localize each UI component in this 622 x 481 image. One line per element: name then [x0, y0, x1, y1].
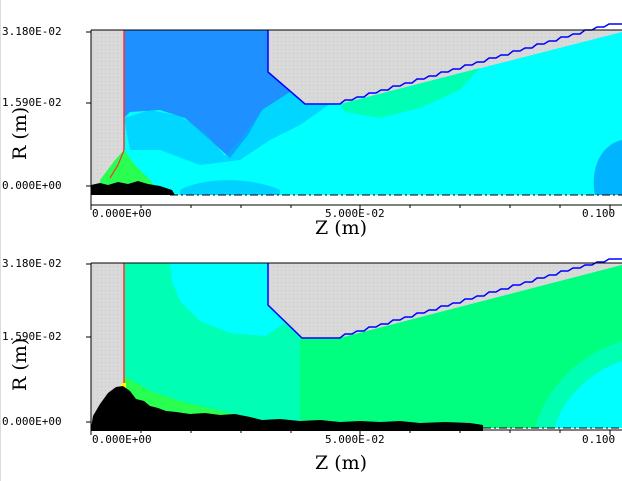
simulation-plot-top: 3.180E-02 1.590E-02 0.000E+00 0.000E+00 …: [0, 0, 622, 240]
r-axis-ticks: [86, 31, 91, 187]
field-region-aqua: [340, 68, 480, 118]
field-region-cyan-corner: [555, 361, 622, 428]
z-tick-0: 0.000E+00: [92, 433, 152, 446]
field-region-mid-blue: [124, 92, 330, 165]
r-tick-mid: 1.590E-02: [2, 96, 62, 109]
emitter-hot-spot: [121, 383, 126, 388]
z-tick-1: 5.000E-02: [325, 433, 385, 446]
left-border: [0, 0, 1, 481]
z-axis-title: Z (m): [315, 217, 368, 239]
particle-cloud: [91, 181, 175, 195]
field-region-dark-blue: [124, 30, 290, 158]
simulation-plot-bottom: 3.180E-02 1.590E-02 0.000E+00 0.000E+00 …: [0, 241, 622, 481]
emitter-tip: [109, 149, 125, 179]
r-axis-title: R (m): [9, 337, 31, 391]
z-axis-title: Z (m): [315, 452, 368, 474]
field-region-bottom-band: [180, 180, 280, 195]
r-tick-mid: 1.590E-02: [2, 330, 62, 343]
r-tick-min: 0.000E+00: [2, 415, 62, 428]
field-region-aqua-corner: [535, 341, 622, 428]
z-axis-ticks: [90, 430, 611, 435]
z-tick-2: 0.100: [582, 433, 616, 446]
field-region-blue-corner: [593, 140, 622, 195]
particle-cloud: [91, 386, 483, 431]
conductor-boundary: [267, 23, 622, 105]
field-region-cyan: [170, 263, 285, 336]
r-tick-max: 3.180E-02: [2, 257, 62, 270]
r-axis-ticks: [86, 263, 91, 423]
z-tick-1: 5.000E-02: [325, 207, 385, 220]
field-map-top: [86, 23, 622, 210]
r-axis-title: R (m): [9, 106, 31, 160]
z-tick-0: 0.000E+00: [92, 207, 152, 220]
z-tick-2: 0.100: [582, 207, 616, 220]
z-axis-ticks: [90, 205, 611, 210]
r-tick-max: 3.180E-02: [2, 25, 62, 38]
r-tick-min: 0.000E+00: [2, 179, 62, 192]
conductor-boundary: [267, 258, 622, 339]
field-region-green: [300, 265, 622, 428]
field-map-bottom: [86, 258, 622, 435]
